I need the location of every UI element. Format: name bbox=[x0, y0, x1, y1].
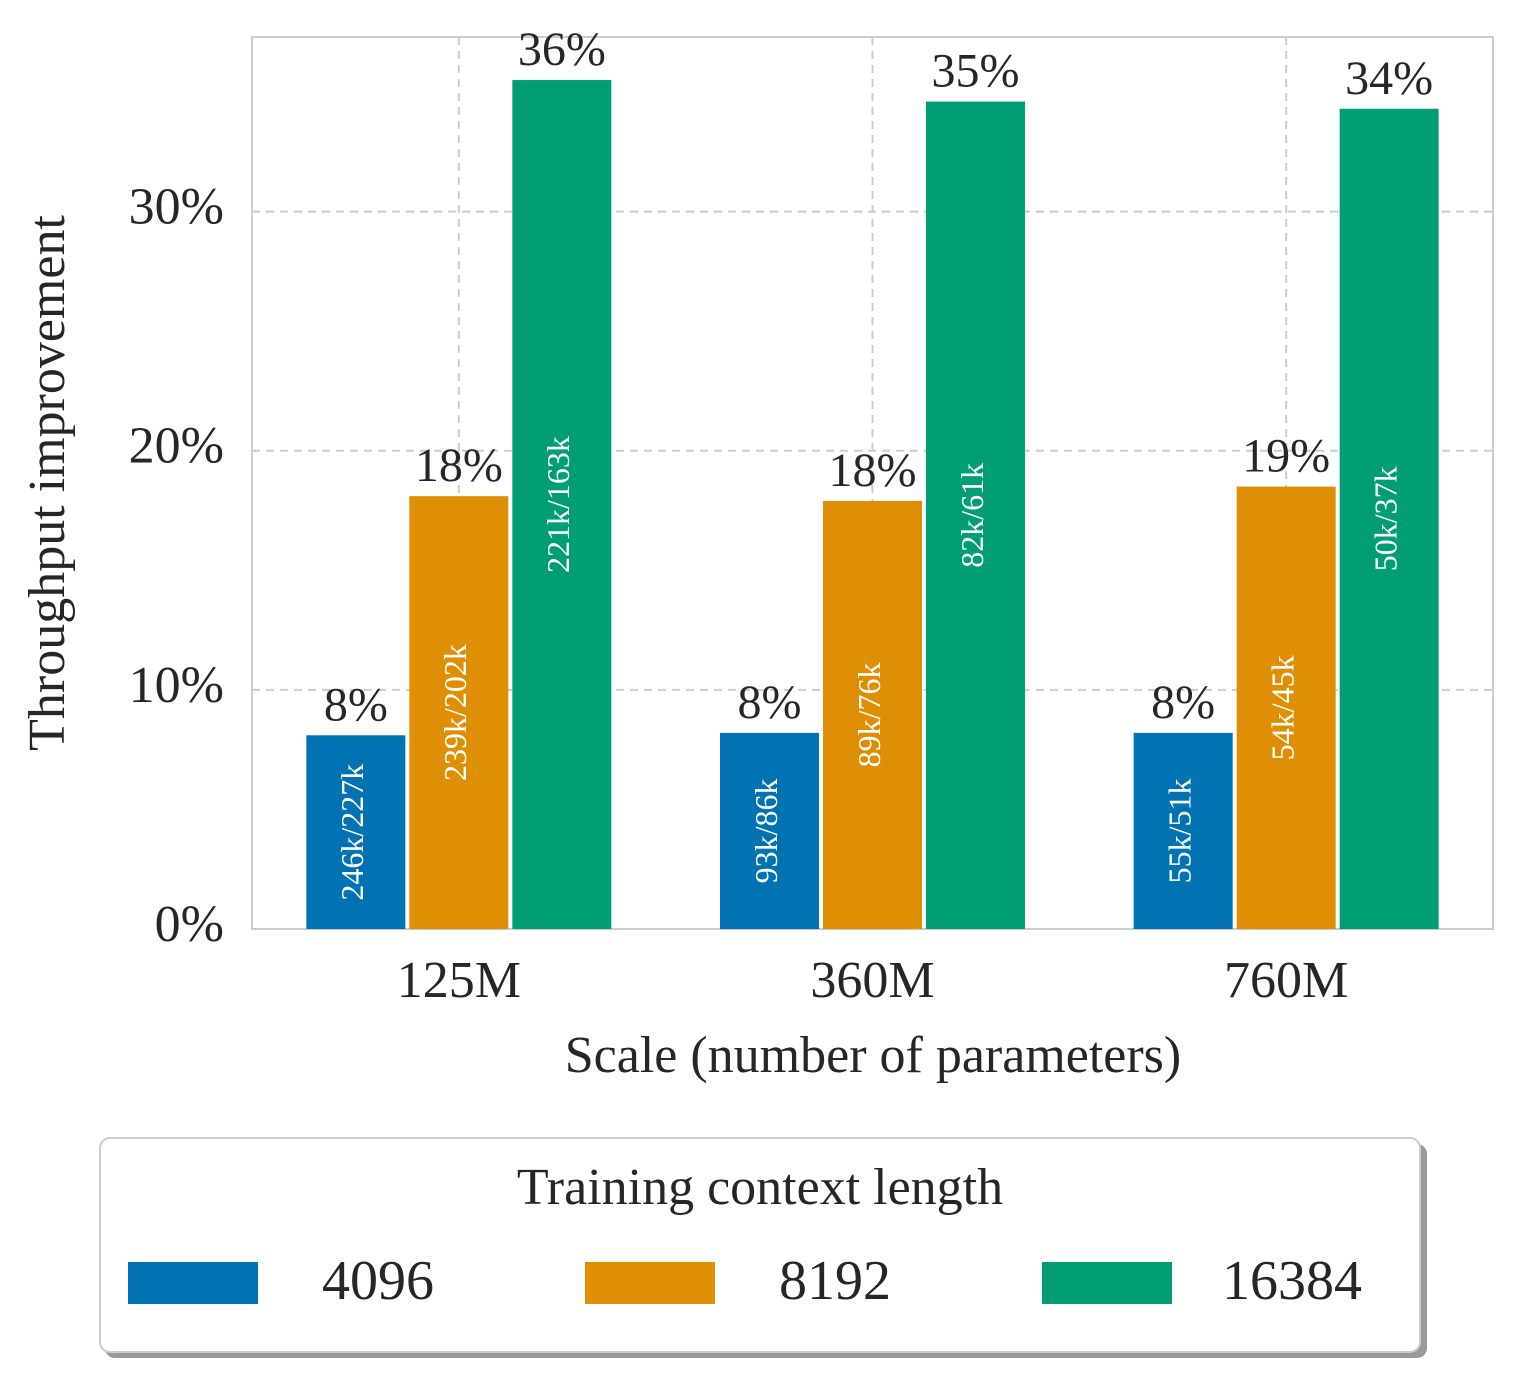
legend-swatch bbox=[1042, 1262, 1172, 1304]
value-label: 34% bbox=[1345, 52, 1433, 105]
throughput-label: 82k/61k bbox=[954, 463, 990, 568]
value-label: 18% bbox=[415, 439, 503, 492]
legend-title: Training context length bbox=[517, 1159, 1003, 1216]
bar bbox=[1339, 108, 1439, 930]
bar bbox=[1236, 486, 1336, 929]
throughput-label: 221k/163k bbox=[540, 436, 576, 573]
x-tick-label: 760M bbox=[1224, 952, 1348, 1009]
bar bbox=[512, 80, 612, 929]
bar bbox=[409, 496, 509, 929]
y-tick-label: 20% bbox=[129, 418, 224, 475]
y-axis-label: Throughput improvement bbox=[19, 215, 76, 751]
throughput-label: 93k/86k bbox=[748, 779, 784, 884]
throughput-label: 89k/76k bbox=[851, 663, 887, 768]
x-tick-label: 125M bbox=[397, 952, 521, 1009]
bar bbox=[823, 500, 922, 929]
bar bbox=[306, 735, 406, 929]
value-label: 18% bbox=[829, 444, 917, 497]
throughput-label: 50k/37k bbox=[1368, 466, 1404, 571]
throughput-label: 239k/202k bbox=[437, 644, 473, 781]
x-axis-label: Scale (number of parameters) bbox=[565, 1027, 1181, 1084]
legend-label: 4096 bbox=[322, 1250, 434, 1312]
throughput-label: 54k/45k bbox=[1265, 655, 1301, 760]
legend-swatch bbox=[585, 1262, 715, 1304]
value-label: 35% bbox=[932, 45, 1020, 98]
value-label: 36% bbox=[518, 23, 606, 76]
bar bbox=[1133, 732, 1233, 929]
legend-label: 16384 bbox=[1222, 1250, 1362, 1312]
y-tick-label: 10% bbox=[129, 657, 224, 714]
value-label: 19% bbox=[1242, 430, 1330, 483]
y-tick-label: 0% bbox=[155, 896, 224, 953]
value-label: 8% bbox=[1151, 676, 1215, 729]
value-label: 8% bbox=[324, 678, 388, 731]
throughput-label: 55k/51k bbox=[1162, 779, 1198, 884]
throughput-label: 246k/227k bbox=[334, 764, 370, 901]
y-tick-label: 30% bbox=[129, 179, 224, 236]
bar bbox=[926, 101, 1025, 930]
legend-label: 8192 bbox=[779, 1250, 891, 1312]
value-label: 8% bbox=[738, 676, 802, 729]
legend-swatch bbox=[128, 1262, 258, 1304]
x-tick-label: 360M bbox=[810, 952, 934, 1009]
bar bbox=[720, 732, 819, 929]
